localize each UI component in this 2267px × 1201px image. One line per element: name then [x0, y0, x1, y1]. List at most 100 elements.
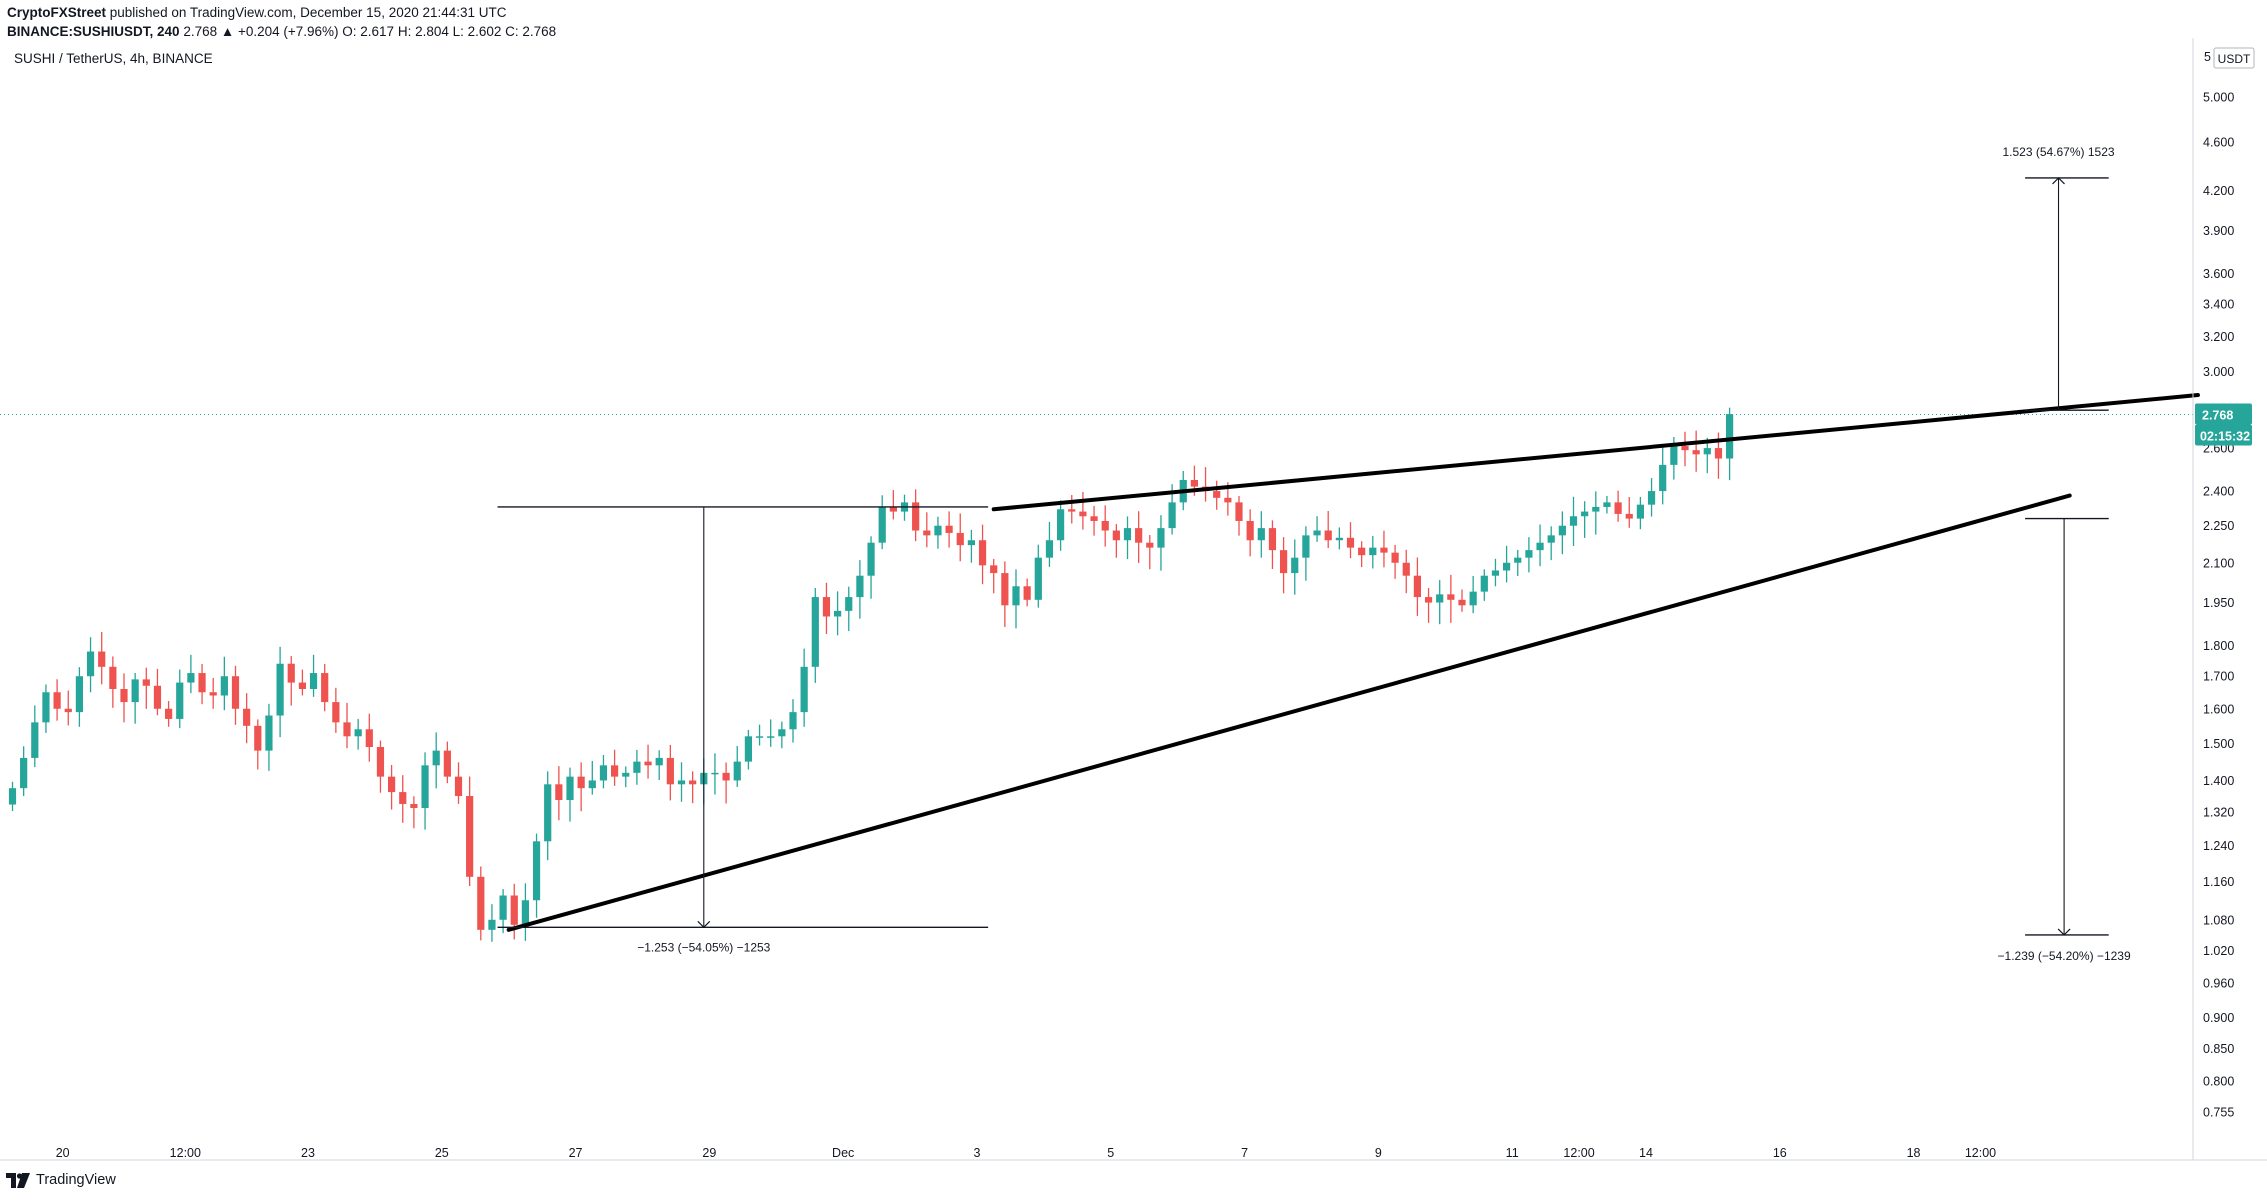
author-name[interactable]: CryptoFXStreet	[7, 5, 107, 20]
candle-body	[778, 729, 786, 737]
candle	[1213, 480, 1221, 510]
candle	[1034, 544, 1042, 608]
price-tick-label: 3.200	[2203, 330, 2234, 344]
candle	[878, 495, 886, 550]
candle	[666, 744, 674, 801]
candle	[86, 637, 95, 693]
candle	[1101, 505, 1109, 547]
candle	[1592, 491, 1600, 535]
candle-body	[1213, 491, 1221, 498]
price-tick-label: 1.600	[2203, 702, 2234, 716]
candle	[934, 516, 942, 549]
candle	[1503, 545, 1511, 583]
candle	[1469, 576, 1477, 614]
candle	[488, 904, 496, 942]
candle	[1369, 535, 1377, 569]
quote-line: BINANCE:SUSHIUSDT, 240 2.768 ▲ +0.204 (+…	[7, 22, 556, 41]
time-tick-label: 9	[1375, 1146, 1382, 1160]
time-tick-label: 5	[1107, 1146, 1114, 1160]
candle-body	[1257, 528, 1265, 541]
candle-body	[1391, 552, 1399, 563]
candle	[1268, 520, 1277, 569]
price-tick-label: 1.020	[2203, 944, 2234, 958]
candle-body	[365, 729, 373, 748]
candle-body	[410, 803, 418, 808]
candle	[599, 754, 608, 789]
price-tick-label: 2.250	[2203, 519, 2234, 533]
wedge-lower-trendline	[506, 493, 2072, 932]
price-tick-label: 5.000	[2203, 91, 2234, 105]
candle-body	[767, 736, 775, 738]
candle-body	[399, 792, 407, 804]
candle-body	[1190, 479, 1198, 487]
price-tick-label: 0.850	[2203, 1042, 2234, 1056]
candle	[1157, 515, 1165, 571]
candle	[644, 744, 652, 779]
price-tick-label: 3.000	[2203, 365, 2234, 379]
candle	[544, 771, 552, 861]
price-tick-label: 1.080	[2203, 913, 2234, 927]
time-tick-label: 3	[973, 1146, 980, 1160]
candle	[722, 762, 730, 804]
candle-body	[20, 757, 28, 789]
candle-body	[1057, 509, 1065, 541]
candle	[1647, 478, 1656, 517]
candle	[309, 654, 318, 697]
candle-body	[432, 750, 440, 766]
candle	[588, 760, 596, 795]
candle	[1514, 549, 1522, 577]
candle-body	[1135, 528, 1143, 543]
candle-body	[566, 776, 574, 800]
candle	[466, 776, 474, 887]
left-measure-label: −1.253 (−54.05%) −1253	[637, 940, 770, 954]
candle-body	[1034, 557, 1042, 600]
candle-body	[131, 679, 139, 703]
candle	[1424, 588, 1433, 623]
candle	[889, 490, 897, 520]
tradingview-logo-icon	[6, 1172, 30, 1188]
time-tick-label: 29	[702, 1146, 716, 1160]
candle-body	[1647, 491, 1656, 505]
candle	[1402, 549, 1410, 594]
candle	[978, 524, 987, 585]
candle-body	[1079, 511, 1087, 517]
candle-body	[1280, 550, 1288, 574]
candle	[1335, 527, 1343, 550]
candle-body	[733, 761, 741, 781]
candle-body	[711, 772, 719, 775]
candle	[98, 632, 106, 685]
candle-body	[388, 776, 396, 793]
time-tick-label: 27	[569, 1146, 583, 1160]
candle-body	[599, 765, 608, 781]
candle	[778, 721, 786, 749]
price-tick-label: 2.400	[2203, 485, 2234, 499]
time-tick-label: 12:00	[1965, 1146, 1996, 1160]
candle	[677, 762, 686, 802]
price-tick-label-partial: 5	[2204, 50, 2211, 64]
candle-body	[265, 715, 273, 751]
candle-body	[990, 565, 998, 574]
candle	[1703, 437, 1711, 474]
candle-body	[1402, 562, 1410, 576]
candle-body	[655, 757, 663, 766]
candle	[510, 883, 518, 940]
candle	[1636, 496, 1644, 530]
time-tick-label: 23	[301, 1146, 315, 1160]
candle	[131, 672, 139, 724]
candle	[834, 591, 842, 636]
candle-body	[1469, 591, 1477, 606]
candle	[1603, 495, 1611, 514]
candle-body	[1090, 516, 1098, 521]
candle	[354, 718, 362, 750]
candle	[1480, 569, 1488, 601]
candle-body	[1358, 547, 1366, 556]
footer-branding[interactable]: TradingView	[6, 1172, 116, 1188]
candle-body	[677, 780, 686, 785]
price-tick-label: 3.600	[2203, 267, 2234, 281]
candle-body	[8, 788, 17, 805]
candle-body	[912, 502, 920, 531]
candle	[711, 753, 719, 795]
candle-body	[1413, 575, 1421, 598]
candle-body	[1101, 520, 1109, 531]
